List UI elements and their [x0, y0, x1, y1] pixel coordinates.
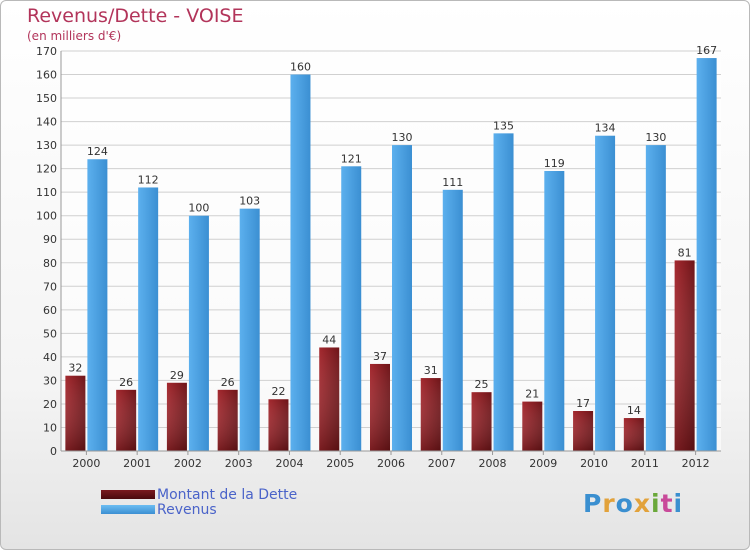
- chart-legend: Montant de la Dette Revenus: [101, 486, 298, 518]
- y-tick-label: 90: [43, 233, 57, 246]
- x-tick-label-2006: 2006: [377, 457, 405, 470]
- bar-debt-shade-2001: [116, 389, 137, 451]
- data-label-revenue-2004: 160: [290, 61, 311, 74]
- y-tick-label: 110: [36, 186, 57, 199]
- data-label-revenue-2007: 111: [442, 176, 463, 189]
- bar-revenue-2002: [188, 215, 209, 451]
- bar-revenue-2012: [696, 58, 717, 451]
- y-tick-label: 30: [43, 374, 57, 387]
- y-tick-label: 100: [36, 210, 57, 223]
- x-tick-label-2007: 2007: [428, 457, 456, 470]
- legend-swatch-revenue: [101, 505, 155, 514]
- bar-debt-shade-2004: [268, 399, 289, 451]
- bar-revenue-2006: [392, 145, 412, 451]
- x-tick-label-2005: 2005: [326, 457, 354, 470]
- x-tick-label-2004: 2004: [275, 457, 303, 470]
- bar-revenue-2010: [595, 135, 616, 452]
- data-label-debt-2009: 21: [525, 388, 539, 401]
- data-label-revenue-2005: 121: [341, 152, 362, 165]
- x-tick-label-2000: 2000: [72, 457, 100, 470]
- bar-debt-shade-2006: [370, 363, 390, 451]
- x-tick-label-2011: 2011: [631, 457, 659, 470]
- data-label-revenue-2003: 103: [239, 195, 260, 208]
- y-tick-label: 50: [43, 327, 57, 340]
- data-label-revenue-2006: 130: [392, 131, 413, 144]
- bar-revenue-2008: [493, 133, 514, 451]
- chart-title: Revenus/Dette - VOISE: [27, 5, 244, 27]
- data-label-debt-2007: 31: [424, 364, 438, 377]
- bar-debt-shade-2000: [65, 375, 86, 451]
- bar-debt-shade-2009: [522, 401, 543, 451]
- y-tick-label: 60: [43, 304, 57, 317]
- y-tick-label: 170: [36, 45, 57, 58]
- bar-revenue-2007: [442, 189, 463, 451]
- bar-debt-shade-2002: [166, 382, 187, 451]
- y-tick-label: 150: [36, 92, 57, 105]
- x-tick-label-2001: 2001: [123, 457, 151, 470]
- data-label-revenue-2012: 167: [696, 44, 717, 57]
- data-label-debt-2008: 25: [475, 378, 489, 391]
- data-label-revenue-2000: 124: [87, 145, 108, 158]
- y-tick-label: 130: [36, 139, 57, 152]
- bar-revenue-2001: [138, 187, 159, 451]
- data-label-revenue-2008: 135: [493, 119, 514, 132]
- x-tick-label-2003: 2003: [225, 457, 253, 470]
- data-label-debt-2011: 14: [627, 404, 641, 417]
- legend-swatch-debt: [101, 490, 155, 499]
- bar-debt-shade-2008: [471, 392, 492, 451]
- bar-revenue-2011: [645, 145, 666, 451]
- y-tick-label: 70: [43, 280, 57, 293]
- x-tick-label-2002: 2002: [174, 457, 202, 470]
- bar-revenue-2003: [239, 208, 260, 451]
- plot-area: [61, 51, 721, 451]
- data-label-debt-2006: 37: [373, 350, 387, 363]
- bar-debt-shade-2012: [674, 260, 695, 451]
- data-label-revenue-2002: 100: [188, 202, 209, 215]
- data-label-revenue-2010: 134: [595, 122, 616, 135]
- y-tick-label: 80: [43, 257, 57, 270]
- bar-revenue-2005: [341, 166, 362, 451]
- y-tick-label: 160: [36, 69, 57, 82]
- x-tick-label-2009: 2009: [529, 457, 557, 470]
- data-label-revenue-2011: 130: [645, 131, 666, 144]
- bar-debt-shade-2005: [319, 347, 340, 451]
- data-label-debt-2000: 32: [68, 362, 82, 375]
- bar-debt-shade-2007: [420, 378, 441, 451]
- y-tick-label: 120: [36, 163, 57, 176]
- y-tick-label: 40: [43, 351, 57, 364]
- data-label-debt-2012: 81: [678, 246, 692, 259]
- chart-subtitle: (en milliers d'€): [27, 29, 122, 43]
- y-tick-label: 0: [50, 445, 57, 458]
- bar-debt-shade-2011: [623, 418, 644, 451]
- y-tick-label: 140: [36, 116, 57, 129]
- bar-revenue-2009: [544, 171, 565, 451]
- proxiti-logo: Proxiti: [583, 489, 684, 518]
- x-tick-label-2008: 2008: [479, 457, 507, 470]
- data-label-revenue-2009: 119: [544, 157, 565, 170]
- bar-revenue-2004: [290, 74, 311, 451]
- data-label-debt-2002: 29: [170, 369, 184, 382]
- bar-debt-shade-2010: [573, 411, 594, 451]
- legend-label-revenue: Revenus: [157, 501, 217, 518]
- data-label-debt-2001: 26: [119, 376, 133, 389]
- data-label-debt-2003: 26: [221, 376, 235, 389]
- x-tick-label-2012: 2012: [682, 457, 710, 470]
- data-label-debt-2004: 22: [271, 385, 285, 398]
- y-tick-label: 10: [43, 421, 57, 434]
- bar-debt-shade-2003: [217, 389, 238, 451]
- legend-item-debt: Montant de la Dette: [101, 486, 298, 503]
- x-tick-label-2010: 2010: [580, 457, 608, 470]
- y-tick-label: 20: [43, 398, 57, 411]
- legend-item-revenue: Revenus: [101, 501, 297, 518]
- data-label-revenue-2001: 112: [138, 173, 159, 186]
- bar-revenue-2000: [87, 159, 108, 451]
- data-label-debt-2010: 17: [576, 397, 590, 410]
- legend-label-debt: Montant de la Dette: [157, 486, 298, 503]
- data-label-debt-2005: 44: [322, 333, 336, 346]
